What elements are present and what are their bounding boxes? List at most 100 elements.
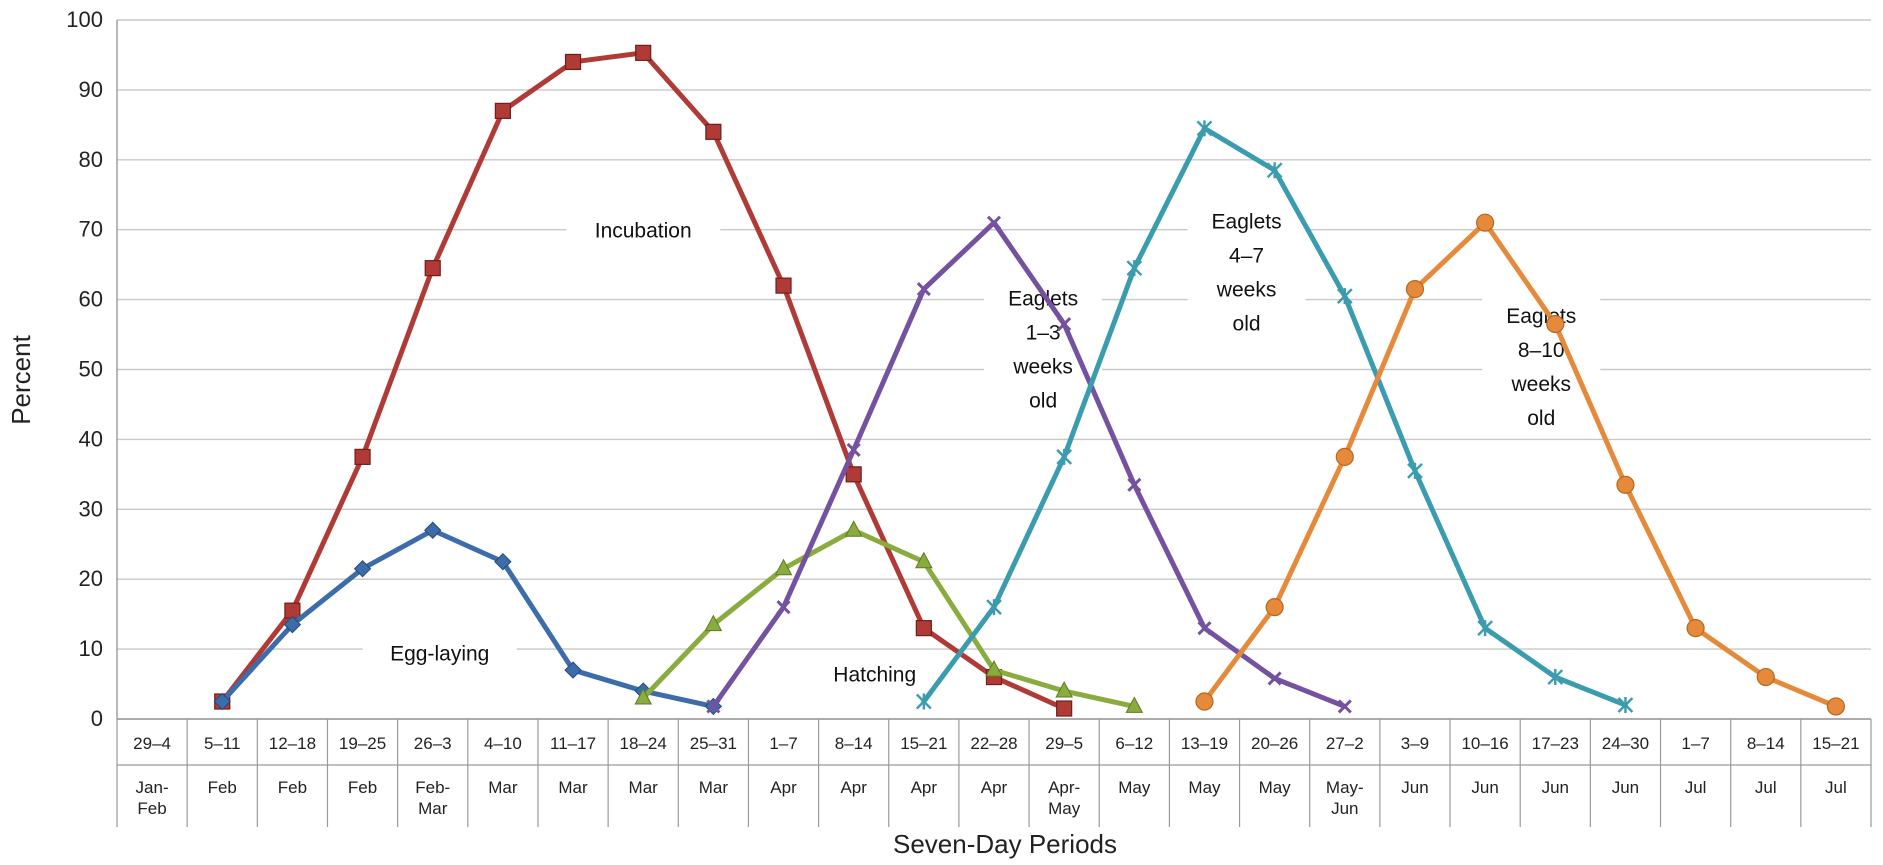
data-point-circle <box>1756 667 1775 687</box>
x-tick-days: 15–21 <box>1812 734 1859 753</box>
x-tick-month: Apr-May <box>1048 778 1081 818</box>
annotation-egg-laying: Egg-laying <box>362 631 517 674</box>
data-point-circle <box>1195 692 1214 711</box>
x-tick-month: May <box>1188 778 1221 797</box>
y-tick-label: 100 <box>66 7 103 32</box>
series-line <box>640 527 1137 709</box>
x-tick-days: 17–23 <box>1532 734 1579 753</box>
data-point-circle <box>1476 213 1495 232</box>
x-tick-month: May <box>1118 778 1151 797</box>
data-point-triangle <box>704 614 723 632</box>
y-tick-label: 50 <box>79 357 103 382</box>
data-point-circle <box>1616 475 1635 494</box>
data-point-square <box>354 448 371 465</box>
annotation-line: Egg-laying <box>390 643 489 666</box>
x-tick-days: 22–28 <box>970 734 1017 753</box>
annotation-background <box>1482 294 1601 439</box>
data-point-x <box>1267 671 1282 686</box>
x-tick-month: Jun <box>1471 778 1498 797</box>
x-tick-days: 10–16 <box>1461 734 1508 753</box>
annotation-background <box>566 208 721 251</box>
data-point-square <box>915 620 932 637</box>
data-point-square <box>705 123 722 140</box>
data-point-diamond <box>564 661 582 679</box>
data-point-square <box>775 277 792 294</box>
data-point-triangle <box>985 660 1003 677</box>
x-tick-days: 29–5 <box>1045 734 1083 753</box>
y-axis-ticks: 0 10 20 30 40 50 60 70 80 90 100 <box>66 7 103 731</box>
y-tick-label: 10 <box>79 636 103 661</box>
data-point-triangle <box>774 558 793 576</box>
annotation-line: 4–7 <box>1229 245 1264 268</box>
data-point-diamond <box>494 553 512 571</box>
annotation-background <box>362 631 517 674</box>
series-annotations: Incubation Egg-laying Hatching Eaglets 1–3 we… <box>362 199 1601 695</box>
data-point-x <box>1127 477 1142 492</box>
x-tick-days: 3–9 <box>1401 734 1429 753</box>
annotation-line: 1–3 <box>1026 322 1061 345</box>
data-point-x <box>986 215 1002 230</box>
annotation-line: weeks <box>1216 279 1277 302</box>
data-point-square <box>1056 700 1073 717</box>
x-tick-month: May-Jun <box>1326 778 1364 818</box>
x-tick-month: Jun <box>1542 778 1569 797</box>
x-tick-days: 27–2 <box>1326 734 1364 753</box>
data-point-diamond <box>424 521 442 539</box>
data-point-square <box>284 602 301 619</box>
data-point-circle <box>1265 598 1284 617</box>
series-eaglets-8-10 <box>1195 213 1846 716</box>
x-tick-month: Apr <box>911 778 938 797</box>
x-tick-month: Mar <box>629 778 659 797</box>
x-tick-days: 5–11 <box>204 734 241 753</box>
data-point-circle <box>1686 619 1705 638</box>
annotation-line: Eaglets <box>1008 288 1078 311</box>
annotation-line: Eaglets <box>1212 211 1282 234</box>
annotation-line: weeks <box>1510 373 1571 396</box>
x-tick-month: Mar <box>488 778 518 797</box>
annotation-background <box>809 652 940 695</box>
y-axis-title: Percent <box>6 334 36 424</box>
x-tick-month: May <box>1259 778 1292 797</box>
x-tick-month: Jul <box>1755 778 1777 797</box>
x-tick-days: 12–18 <box>269 734 316 753</box>
data-point-star <box>1477 620 1493 637</box>
x-tick-days: 11–17 <box>550 734 596 753</box>
data-point-diamond <box>353 560 372 578</box>
data-point-square <box>845 466 862 483</box>
series-line <box>219 527 716 709</box>
x-tick-days: 8–14 <box>1747 734 1785 753</box>
series-eaglets-4-7 <box>915 120 1634 714</box>
y-tick-label: 0 <box>91 706 103 731</box>
x-tick-days: 19–25 <box>339 734 386 753</box>
x-tick-month: Jan-Feb <box>136 778 169 818</box>
annotation-incubation: Incubation <box>566 208 721 251</box>
annotation-eaglets-8-10: Eaglets 8–10 weeks old <box>1482 294 1601 439</box>
data-point-diamond <box>283 615 302 634</box>
data-point-square <box>635 44 652 61</box>
data-point-star <box>1407 462 1423 479</box>
data-point-triangle <box>915 551 933 569</box>
data-point-star <box>1266 162 1283 179</box>
annotation-line: weeks <box>1012 356 1073 379</box>
data-point-star <box>915 693 932 710</box>
x-axis-title: Seven-Day Periods <box>893 829 1117 859</box>
x-tick-days: 20–26 <box>1251 734 1298 753</box>
data-point-star <box>1547 669 1564 686</box>
x-tick-days: 29–4 <box>133 734 171 753</box>
x-tick-month: Apr <box>770 778 797 797</box>
data-point-circle <box>1546 314 1565 334</box>
annotation-line: 8–10 <box>1518 339 1565 362</box>
annotation-line: old <box>1527 407 1555 430</box>
data-point-square <box>494 102 511 119</box>
x-tick-month: Apr <box>840 778 867 797</box>
x-tick-month: Jun <box>1401 778 1428 797</box>
data-point-circle <box>1335 447 1354 466</box>
annotation-background <box>984 276 1103 421</box>
data-point-star <box>1056 448 1073 465</box>
x-tick-days: 15–21 <box>900 734 947 753</box>
series-hatching <box>634 520 1144 713</box>
annotation-hatching: Hatching <box>809 652 940 695</box>
y-tick-label: 70 <box>79 217 103 242</box>
series-line <box>219 50 1067 712</box>
